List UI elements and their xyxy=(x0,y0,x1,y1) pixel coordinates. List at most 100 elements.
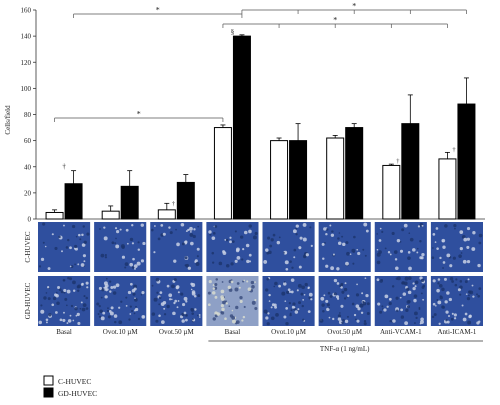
cell-dot xyxy=(270,306,273,309)
cell-dot xyxy=(38,320,43,325)
cell-dot xyxy=(180,292,184,296)
cell-dot xyxy=(75,235,78,238)
cell-dot xyxy=(281,291,286,296)
cell-dot xyxy=(436,247,439,250)
cell-dot xyxy=(408,266,412,271)
cell-dot xyxy=(402,292,407,296)
cell-dot xyxy=(335,295,340,299)
cell-dot xyxy=(298,246,302,250)
cell-dot xyxy=(265,316,269,320)
cell-dot xyxy=(459,230,464,235)
cell-dot xyxy=(191,290,196,294)
cell-dot xyxy=(454,227,456,230)
y-tick-label: 140 xyxy=(21,33,32,41)
cell-dot xyxy=(437,282,440,285)
cell-dot xyxy=(269,244,273,248)
cell-dot xyxy=(322,309,325,313)
cell-dot xyxy=(220,304,224,308)
cell-dot xyxy=(272,233,276,237)
cell-dot xyxy=(361,292,364,295)
cell-dot xyxy=(325,264,329,268)
cell-dot xyxy=(431,315,435,319)
cell-dot xyxy=(235,305,239,310)
cell-dot xyxy=(173,259,177,263)
category-label: Anti-VCAM-1 xyxy=(380,328,422,336)
cell-dot xyxy=(332,317,335,321)
dagger-mark: † xyxy=(172,201,175,207)
cell-dot xyxy=(341,321,344,324)
cell-dot xyxy=(351,302,355,306)
cell-dot xyxy=(234,259,238,263)
cell-dot xyxy=(69,314,72,317)
cell-dot xyxy=(441,287,445,292)
cell-dot xyxy=(336,267,340,271)
cell-dot xyxy=(63,288,67,293)
cell-dot xyxy=(51,303,55,307)
cell-dot xyxy=(212,232,216,235)
cell-dot xyxy=(104,295,108,299)
cell-dot xyxy=(175,285,180,289)
cell-dot xyxy=(77,321,81,325)
cell-dot xyxy=(184,240,188,244)
cell-dot xyxy=(151,228,154,232)
cell-dot xyxy=(75,314,78,317)
cell-dot xyxy=(340,282,344,286)
y-tick-label: 100 xyxy=(21,85,32,93)
cell-dot xyxy=(248,224,252,228)
cell-dot xyxy=(99,228,101,230)
cell-dot xyxy=(343,297,347,300)
cell-dot xyxy=(197,225,200,228)
cell-dot xyxy=(466,237,470,241)
bar xyxy=(64,183,83,220)
cell-dot xyxy=(273,303,277,307)
cell-dot xyxy=(107,307,109,310)
cell-dot xyxy=(129,262,134,267)
bar xyxy=(438,158,457,220)
cell-dot xyxy=(248,229,252,234)
cell-dot xyxy=(80,301,83,304)
cell-dot xyxy=(419,256,423,260)
cell-dot xyxy=(105,288,108,292)
cell-dot xyxy=(325,228,329,231)
cell-dot xyxy=(64,297,68,301)
cell-dot xyxy=(420,278,425,283)
cell-dot xyxy=(254,307,258,311)
cell-dot xyxy=(364,277,367,280)
cell-dot xyxy=(471,284,474,287)
cell-dot xyxy=(38,265,42,268)
cell-dot xyxy=(112,285,117,289)
legend-label: GD-HUVEC xyxy=(58,389,97,398)
cell-dot xyxy=(298,265,302,269)
cell-dot xyxy=(159,291,163,294)
cell-dot xyxy=(185,300,188,303)
cell-dot xyxy=(467,294,470,297)
micrograph-panel xyxy=(430,222,483,272)
cell-dot xyxy=(324,242,326,244)
cell-dot xyxy=(51,233,54,236)
cell-dot xyxy=(82,225,85,228)
cell-dot xyxy=(196,255,199,258)
cell-dot xyxy=(340,286,343,289)
cell-dot xyxy=(414,285,417,288)
cell-dot xyxy=(321,303,325,307)
cell-dot xyxy=(439,256,442,260)
cell-dot xyxy=(412,282,415,285)
cell-dot xyxy=(142,315,145,318)
cell-dot xyxy=(85,281,89,285)
cell-dot xyxy=(194,294,197,298)
cell-dot xyxy=(118,306,121,309)
bracket-basal-symbol: * xyxy=(137,110,141,119)
cell-dot xyxy=(351,248,356,253)
cell-dot xyxy=(100,316,105,321)
bars xyxy=(45,34,476,220)
y-tick-label: 120 xyxy=(21,59,32,67)
cell-dot xyxy=(110,306,114,310)
cell-dot xyxy=(98,304,101,308)
cell-dot xyxy=(401,228,405,232)
cell-dot xyxy=(82,254,86,258)
cell-dot xyxy=(70,304,74,308)
cell-dot xyxy=(302,223,307,227)
cell-dot xyxy=(40,309,45,314)
cell-dot xyxy=(212,287,216,290)
cell-dot xyxy=(72,280,76,285)
